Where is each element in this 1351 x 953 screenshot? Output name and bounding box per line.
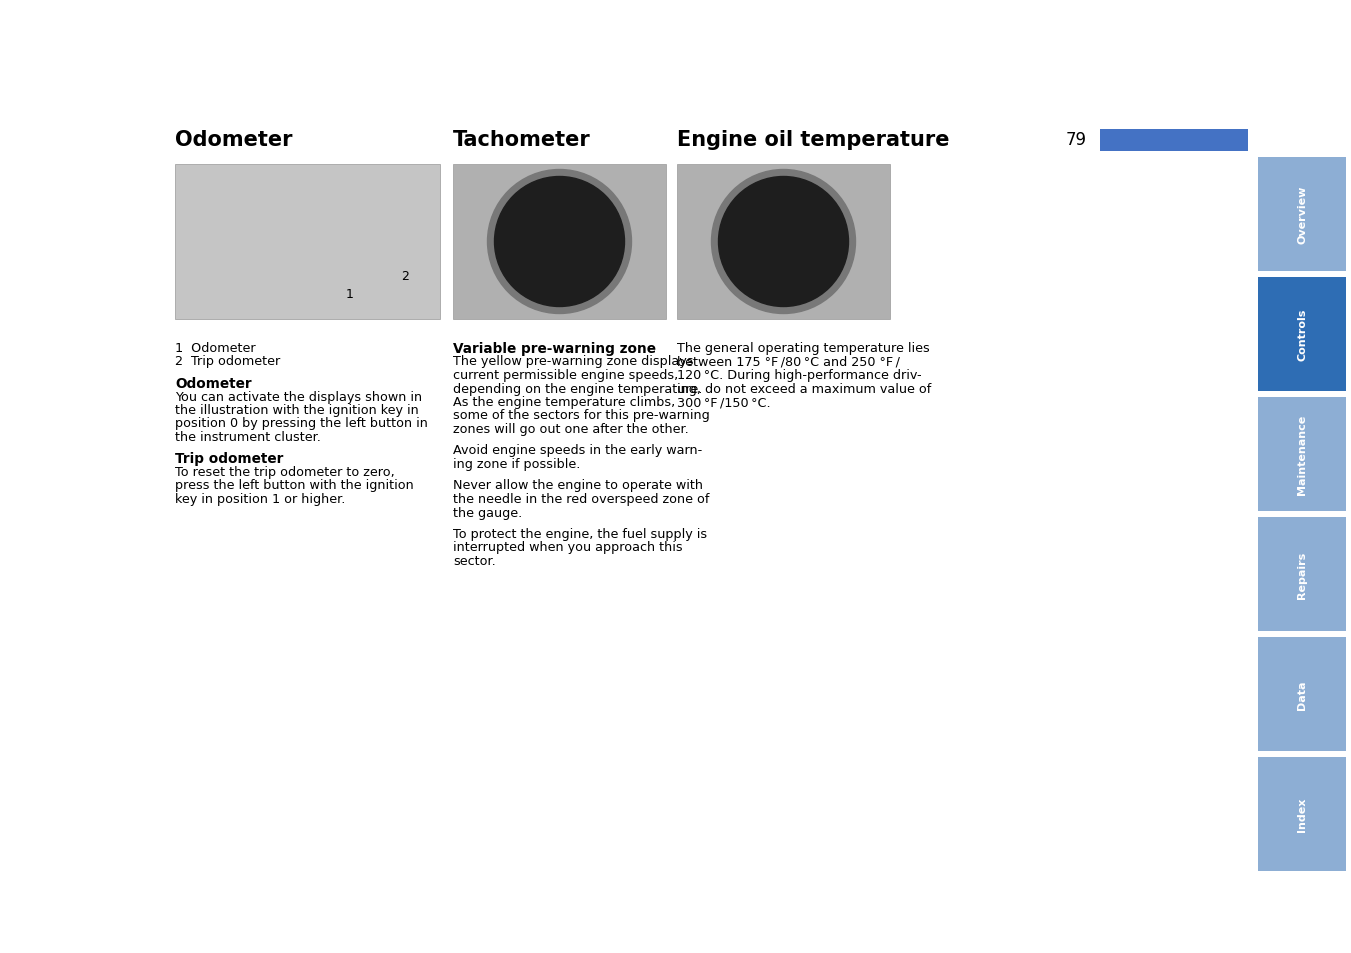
Text: You can activate the displays shown in: You can activate the displays shown in	[176, 390, 422, 403]
Text: 300 °F /150 °C.: 300 °F /150 °C.	[677, 395, 770, 409]
Text: zones will go out one after the other.: zones will go out one after the other.	[453, 422, 689, 436]
Bar	[1258, 638, 1346, 751]
Circle shape	[488, 171, 631, 314]
Text: Trip odometer: Trip odometer	[176, 452, 284, 466]
Text: Odometer: Odometer	[176, 376, 251, 391]
Text: Repairs: Repairs	[1297, 551, 1306, 598]
Circle shape	[712, 171, 855, 314]
Bar	[1258, 158, 1346, 272]
Text: 1  Odometer: 1 Odometer	[176, 341, 255, 355]
Text: 1: 1	[346, 288, 354, 301]
Text: To protect the engine, the fuel supply is: To protect the engine, the fuel supply i…	[453, 527, 707, 540]
Text: Odometer: Odometer	[176, 130, 293, 150]
Text: Avoid engine speeds in the early warn-: Avoid engine speeds in the early warn-	[453, 444, 703, 457]
Text: press the left button with the ignition: press the left button with the ignition	[176, 479, 413, 492]
Circle shape	[494, 177, 624, 307]
Bar	[1258, 277, 1346, 392]
Text: 2: 2	[401, 271, 409, 283]
Text: interrupted when you approach this: interrupted when you approach this	[453, 541, 682, 554]
Text: the needle in the red overspeed zone of: the needle in the red overspeed zone of	[453, 493, 709, 505]
Text: Index: Index	[1297, 797, 1306, 831]
Text: the instrument cluster.: the instrument cluster.	[176, 431, 322, 443]
Bar	[1258, 397, 1346, 512]
Bar	[453, 165, 666, 319]
Text: 79: 79	[1066, 131, 1088, 149]
Text: Engine oil temperature: Engine oil temperature	[677, 130, 950, 150]
Text: the gauge.: the gauge.	[453, 506, 523, 519]
Text: the illustration with the ignition key in: the illustration with the ignition key i…	[176, 403, 419, 416]
Text: Never allow the engine to operate with: Never allow the engine to operate with	[453, 479, 703, 492]
Bar	[677, 165, 890, 319]
Text: To reset the trip odometer to zero,: To reset the trip odometer to zero,	[176, 465, 394, 478]
Text: Maintenance: Maintenance	[1297, 415, 1306, 495]
Text: Overview: Overview	[1297, 186, 1306, 244]
Text: current permissible engine speeds,: current permissible engine speeds,	[453, 369, 678, 381]
Text: Data: Data	[1297, 679, 1306, 709]
Text: As the engine temperature climbs,: As the engine temperature climbs,	[453, 395, 676, 409]
Text: position 0 by pressing the left button in: position 0 by pressing the left button i…	[176, 417, 428, 430]
Text: ing zone if possible.: ing zone if possible.	[453, 457, 581, 471]
Text: 120 °C. During high-performance driv-: 120 °C. During high-performance driv-	[677, 369, 921, 381]
Text: depending on the engine temperature.: depending on the engine temperature.	[453, 382, 703, 395]
Text: some of the sectors for this pre-warning: some of the sectors for this pre-warning	[453, 409, 709, 422]
Text: 2  Trip odometer: 2 Trip odometer	[176, 355, 280, 368]
Text: Variable pre-warning zone: Variable pre-warning zone	[453, 341, 657, 355]
Text: Controls: Controls	[1297, 309, 1306, 361]
Bar	[176, 165, 440, 319]
Text: Tachometer: Tachometer	[453, 130, 590, 150]
Bar	[1100, 130, 1248, 152]
Text: The yellow pre-warning zone displays: The yellow pre-warning zone displays	[453, 355, 693, 368]
Text: ing, do not exceed a maximum value of: ing, do not exceed a maximum value of	[677, 382, 931, 395]
Text: between 175 °F /80 °C and 250 °F /: between 175 °F /80 °C and 250 °F /	[677, 355, 900, 368]
Circle shape	[719, 177, 848, 307]
Text: key in position 1 or higher.: key in position 1 or higher.	[176, 493, 346, 505]
Text: sector.: sector.	[453, 555, 496, 567]
Bar	[1258, 517, 1346, 631]
Bar	[1258, 758, 1346, 871]
Text: The general operating temperature lies: The general operating temperature lies	[677, 341, 929, 355]
